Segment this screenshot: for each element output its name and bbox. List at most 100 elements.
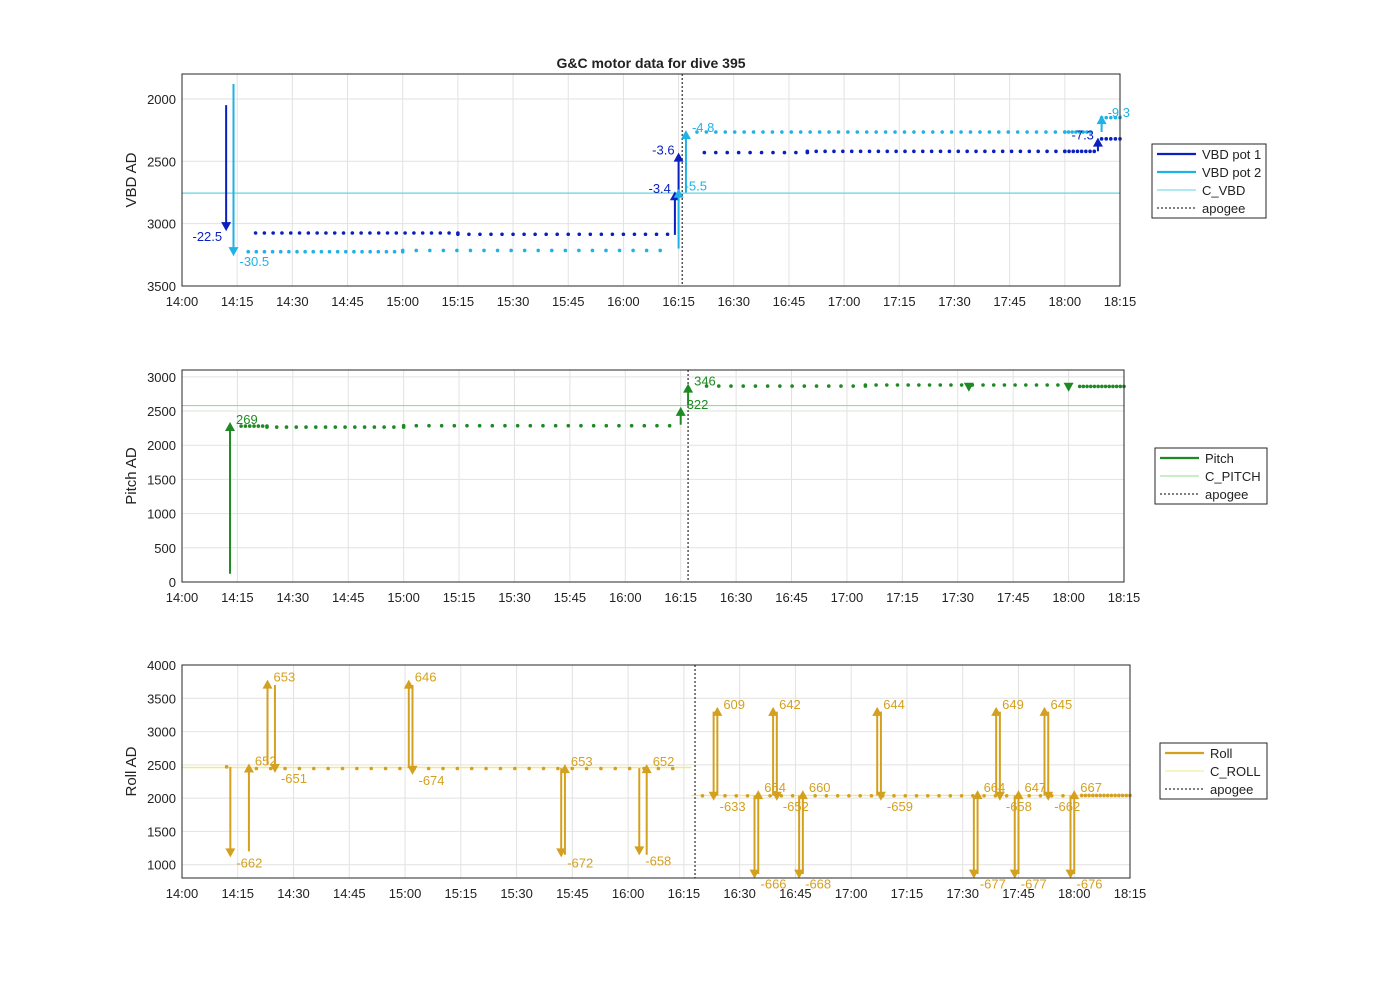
data-point — [914, 793, 919, 798]
data-point — [1085, 130, 1089, 134]
data-point — [741, 384, 746, 388]
x-tick-label: 15:30 — [498, 590, 531, 605]
arrow-head — [1096, 115, 1107, 125]
legend-entry: Pitch — [1205, 451, 1234, 466]
y-tick-label: 3000 — [147, 217, 176, 232]
data-point — [297, 766, 302, 771]
arrow-label: -3.4 — [649, 181, 671, 196]
arrow-head — [1043, 791, 1054, 801]
data-point — [243, 424, 248, 428]
y-axis-label: Roll AD — [123, 746, 140, 796]
x-tick-label: 16:15 — [662, 294, 695, 309]
x-tick-label: 17:00 — [828, 294, 861, 309]
data-point — [959, 130, 963, 134]
data-point — [1109, 793, 1114, 798]
data-point — [920, 149, 925, 154]
arrow-label: -9.3 — [1108, 105, 1130, 120]
arrow-label: 660 — [809, 780, 831, 795]
data-point — [465, 423, 469, 428]
data-point — [1077, 384, 1082, 389]
data-point — [847, 793, 851, 798]
data-point — [695, 130, 699, 134]
data-point — [867, 149, 872, 154]
data-point — [350, 231, 355, 235]
arrow-head — [1039, 706, 1050, 716]
data-point — [959, 383, 964, 387]
data-point — [1104, 115, 1109, 120]
data-point — [1094, 793, 1099, 798]
data-point — [304, 425, 308, 429]
data-point — [1081, 130, 1086, 134]
arrow-head — [968, 869, 979, 879]
data-point — [599, 232, 604, 237]
arrow-label: -3.6 — [652, 143, 674, 158]
data-point — [553, 423, 558, 428]
data-point — [1104, 137, 1109, 141]
arrow-head — [407, 765, 418, 775]
x-tick-label: 14:45 — [331, 294, 364, 309]
data-point — [324, 231, 328, 235]
data-point — [1081, 384, 1086, 389]
y-tick-label: 2000 — [147, 92, 176, 107]
data-point — [1096, 384, 1100, 389]
data-point — [704, 130, 709, 134]
data-point — [256, 424, 261, 428]
data-point — [522, 232, 526, 237]
legend-entry: VBD pot 1 — [1202, 147, 1261, 162]
data-point — [948, 793, 953, 798]
data-point — [1006, 130, 1011, 134]
x-tick-label: 16:00 — [607, 294, 640, 309]
y-axis-label: Pitch AD — [123, 447, 140, 505]
arrow-label: -677 — [980, 877, 1006, 892]
data-point — [759, 150, 764, 155]
data-point — [658, 248, 662, 253]
x-tick-label: 18:00 — [1058, 886, 1091, 901]
data-point — [438, 231, 443, 235]
data-point — [912, 149, 916, 154]
arrow-head — [875, 791, 886, 801]
data-point — [1105, 793, 1110, 798]
x-tick-label: 14:45 — [333, 886, 366, 901]
arrow-head — [634, 846, 645, 856]
data-point — [353, 425, 357, 429]
arrow-label: 609 — [723, 697, 745, 712]
data-point — [604, 423, 609, 428]
arrow-head — [675, 406, 686, 416]
data-point — [753, 384, 758, 388]
data-point — [930, 130, 935, 134]
data-point — [1087, 793, 1091, 798]
data-point — [876, 149, 881, 154]
x-tick-label: 17:45 — [1002, 886, 1035, 901]
data-point — [841, 149, 845, 154]
data-point — [566, 232, 571, 237]
data-point — [392, 425, 396, 429]
arrow-label: -674 — [418, 773, 444, 788]
data-point — [761, 130, 765, 134]
arrow-head — [1009, 869, 1020, 879]
data-point — [400, 248, 405, 253]
data-point — [467, 232, 471, 237]
data-point — [656, 766, 661, 771]
x-tick-label: 15:00 — [386, 294, 419, 309]
x-tick-label: 16:30 — [717, 294, 750, 309]
data-point — [385, 231, 390, 235]
data-point — [1075, 149, 1080, 154]
data-point — [991, 149, 996, 154]
arrow-head — [753, 790, 764, 800]
data-point — [826, 384, 831, 388]
arrow-label: 654 — [764, 780, 786, 795]
arrow-label: 653 — [274, 670, 296, 685]
data-point — [925, 793, 930, 798]
data-point — [265, 425, 269, 429]
data-point — [541, 766, 546, 771]
arrow-label: -662 — [236, 855, 262, 870]
data-point — [855, 130, 860, 134]
x-tick-label: 15:45 — [552, 294, 585, 309]
data-point — [584, 766, 589, 771]
arrow-label: -652 — [783, 799, 809, 814]
x-tick-label: 16:15 — [668, 886, 701, 901]
data-point — [643, 232, 648, 237]
legend-entry: VBD pot 2 — [1202, 165, 1261, 180]
x-tick-label: 15:45 — [554, 590, 587, 605]
